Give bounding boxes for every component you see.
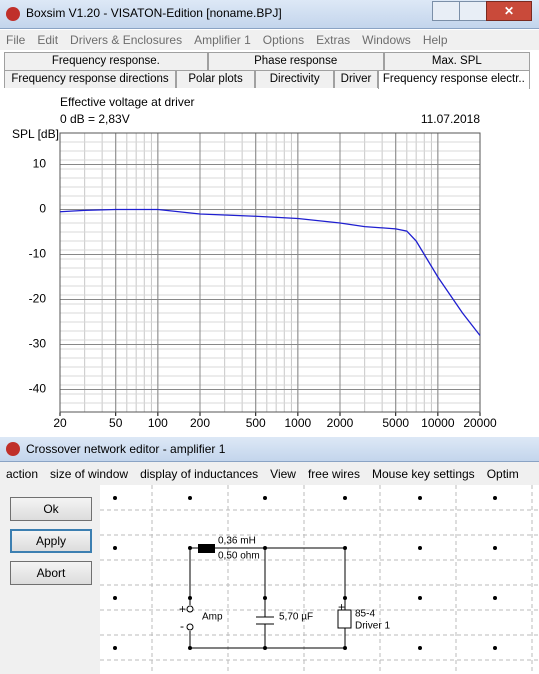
grid-dot: [113, 596, 117, 600]
y-tick-label: -30: [29, 337, 47, 351]
driver-label: Driver 1: [355, 621, 390, 632]
button[interactable]: Ok: [10, 497, 92, 521]
x-tick-label: 200: [190, 416, 210, 430]
menu-item[interactable]: free wires: [307, 467, 360, 481]
y-tick-label: 0: [39, 202, 46, 216]
inductor-label: 0,36 mH: [218, 536, 256, 547]
signs: + - +: [179, 600, 345, 633]
button[interactable]: Apply: [10, 529, 92, 553]
x-tick-label: 10000: [421, 416, 455, 430]
grid-dot: [493, 596, 497, 600]
menu-item[interactable]: display of inductances: [140, 467, 259, 481]
menu-item[interactable]: Help: [422, 33, 448, 47]
x-tick-label: 2000: [327, 416, 354, 430]
source-label: Amp: [202, 612, 223, 623]
svg-text:+: +: [338, 600, 345, 614]
grid-dot: [418, 646, 422, 650]
chart-date: 11.07.2018: [421, 112, 480, 126]
window-title: Boxsim V1.20 - VISATON-Edition [noname.B…: [26, 6, 282, 20]
canvas: [100, 485, 539, 674]
window-title: Crossover network editor - amplifier 1: [26, 442, 226, 456]
tab-row: Frequency response directions Polar plots…: [4, 70, 530, 90]
x-tick-label: 1000: [285, 416, 312, 430]
wires: [186, 547, 352, 649]
grid-dots: [113, 496, 497, 650]
button[interactable]: Abort: [10, 561, 92, 585]
tab[interactable]: Max. SPL: [383, 52, 530, 70]
y-tick-label: -40: [29, 382, 47, 396]
title-bar: Boxsim V1.20 - VISATON-Edition [noname.B…: [0, 0, 539, 29]
tab[interactable]: Driver: [334, 70, 378, 88]
menu-item[interactable]: File: [6, 33, 26, 47]
tab[interactable]: Frequency response directions: [4, 70, 177, 88]
x-tick-label: 20: [53, 416, 67, 430]
grid-dot: [188, 496, 192, 500]
x-tick-label: 100: [148, 416, 168, 430]
tab-row: Frequency response. Phase response Max. SP…: [4, 52, 530, 70]
y-tick-label: -10: [29, 247, 47, 261]
menu-item[interactable]: size of window: [50, 467, 129, 481]
grid-dot: [263, 496, 267, 500]
menu-item[interactable]: action: [6, 467, 39, 481]
plot-frame: [59, 132, 481, 413]
tab[interactable]: Frequency response.: [4, 52, 208, 70]
grid-dot: [113, 646, 117, 650]
app-icon: [6, 7, 20, 21]
svg-text:-: -: [180, 619, 184, 633]
close-button[interactable]: ✕: [486, 1, 532, 21]
menu-item[interactable]: Amplifier 1: [194, 33, 251, 47]
y-tick-label: -20: [29, 292, 47, 306]
menu-item[interactable]: Extras: [316, 33, 351, 47]
grid-dot: [418, 546, 422, 550]
tab[interactable]: Directivity: [255, 70, 335, 88]
inductor: [198, 544, 215, 553]
menu-bar: action size of window display of inductanc…: [0, 464, 539, 484]
x-tick-label: 500: [246, 416, 266, 430]
tab[interactable]: Phase response: [207, 52, 384, 70]
inductor-label: 0,50 ohm: [218, 551, 260, 562]
menu-item[interactable]: Optim: [486, 467, 519, 481]
grid-dot: [113, 546, 117, 550]
curve: [59, 208, 481, 336]
driver-label: 85-4: [355, 609, 375, 620]
title-bar: Crossover network editor - amplifier 1: [0, 437, 539, 462]
svg-text:+: +: [179, 602, 186, 616]
x-tick-label: 50: [109, 416, 123, 430]
x-tick-label: 5000: [382, 416, 409, 430]
y-tick-label: 10: [33, 157, 47, 171]
menu-item[interactable]: Edit: [37, 33, 59, 47]
app-icon: [6, 442, 20, 456]
grid-dot: [113, 496, 117, 500]
menu-bar: File Edit Drivers & Enclosures Amplifier 1 O…: [0, 30, 539, 50]
tab[interactable]: Frequency response electr..: [377, 70, 530, 90]
grid-dot: [418, 596, 422, 600]
menu-item[interactable]: Mouse key settings: [371, 467, 475, 481]
menu-item[interactable]: Drivers & Enclosures: [70, 33, 183, 47]
grid-dot: [418, 496, 422, 500]
tab[interactable]: Polar plots: [176, 70, 256, 88]
chart: Effective voltage at driver 0 dB = 2,83V…: [12, 95, 498, 431]
grid-dot: [493, 496, 497, 500]
menu-item[interactable]: Options: [262, 33, 305, 47]
chart-title: Effective voltage at driver: [60, 95, 195, 109]
grid-dot: [493, 546, 497, 550]
menu-item[interactable]: View: [270, 467, 296, 481]
grid-dot: [343, 496, 347, 500]
capacitor-label: 5,70 µF: [279, 612, 313, 623]
x-tick-label: 20000: [463, 416, 497, 430]
canvas-grid: [100, 485, 539, 674]
chart-subtitle: 0 dB = 2,83V: [60, 112, 130, 126]
menu-item[interactable]: Windows: [362, 33, 411, 47]
y-axis-label: SPL [dB]: [12, 127, 59, 141]
grid-dot: [493, 646, 497, 650]
